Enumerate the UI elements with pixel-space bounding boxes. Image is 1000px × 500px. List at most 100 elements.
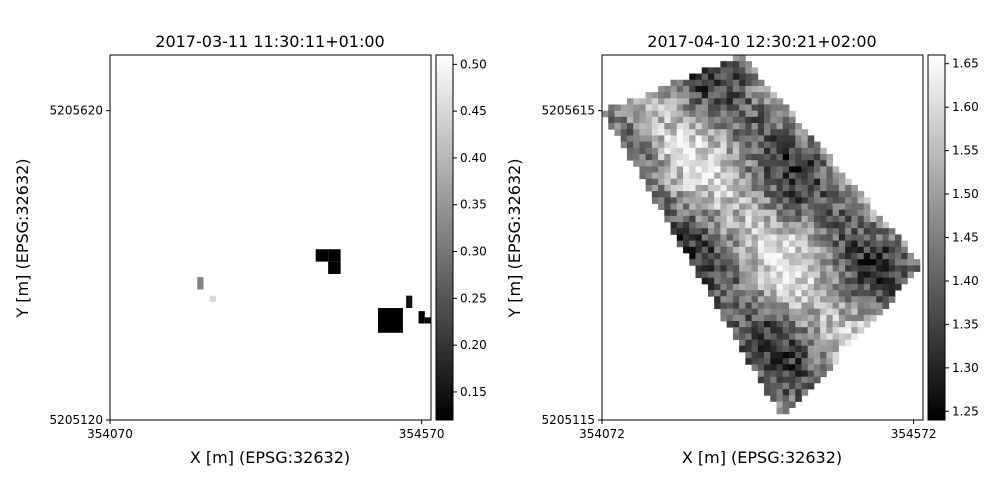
heatmap-cell bbox=[726, 277, 734, 285]
heatmap-cell bbox=[776, 376, 784, 384]
heatmap-cell bbox=[820, 358, 827, 365]
heatmap-cell bbox=[826, 314, 834, 322]
heatmap-cell bbox=[807, 178, 815, 186]
heatmap-cell bbox=[782, 308, 790, 316]
heatmap-cell bbox=[614, 116, 622, 124]
heatmap-cell bbox=[720, 153, 728, 161]
heatmap-cell bbox=[851, 184, 858, 192]
heatmap-cell bbox=[751, 110, 759, 118]
heatmap-cell bbox=[788, 308, 796, 316]
heatmap-cell bbox=[870, 240, 877, 248]
heatmap-cell bbox=[863, 222, 871, 229]
heatmap-cell bbox=[745, 61, 752, 68]
heatmap-cell bbox=[726, 296, 734, 303]
heatmap-cell bbox=[658, 203, 665, 211]
heatmap-cell bbox=[633, 135, 640, 143]
heatmap-cell bbox=[720, 67, 728, 74]
heatmap-cell bbox=[639, 116, 647, 124]
heatmap-cell bbox=[658, 129, 665, 136]
panel-1-frame bbox=[109, 54, 432, 421]
heatmap-cell bbox=[689, 129, 696, 136]
heatmap-cell bbox=[888, 228, 896, 235]
heatmap-cell bbox=[770, 314, 777, 322]
heatmap-cell bbox=[720, 197, 728, 204]
heatmap-cell bbox=[807, 191, 815, 198]
heatmap-cell bbox=[664, 85, 671, 93]
heatmap-cell bbox=[764, 259, 771, 266]
heatmap-cell bbox=[664, 166, 671, 173]
heatmap-cell bbox=[813, 153, 821, 161]
heatmap-cell bbox=[676, 141, 684, 149]
heatmap-cell bbox=[745, 234, 752, 241]
heatmap-cell bbox=[832, 314, 840, 322]
heatmap-cell bbox=[726, 160, 734, 167]
heatmap-cell bbox=[664, 184, 671, 192]
heatmap-cell bbox=[801, 141, 809, 149]
heatmap-cell bbox=[770, 302, 777, 310]
heatmap-cell bbox=[782, 104, 790, 112]
heatmap-cell bbox=[764, 265, 771, 272]
heatmap-cell bbox=[757, 135, 765, 143]
heatmap-cell bbox=[838, 290, 846, 297]
heatmap-cell bbox=[801, 166, 809, 173]
heatmap-cell bbox=[782, 172, 790, 180]
heatmap-cell bbox=[633, 116, 640, 124]
y-tick-label: 5205615 bbox=[542, 104, 595, 118]
heatmap-cell bbox=[845, 240, 852, 248]
heatmap-cell bbox=[658, 166, 665, 173]
heatmap-cell bbox=[813, 222, 821, 229]
heatmap-cell bbox=[695, 203, 703, 211]
heatmap-cell bbox=[328, 249, 341, 262]
heatmap-cell bbox=[751, 135, 759, 143]
heatmap-cell bbox=[863, 296, 871, 303]
heatmap-cell bbox=[209, 295, 216, 302]
heatmap-cell bbox=[720, 314, 728, 322]
heatmap-cell bbox=[801, 246, 809, 254]
heatmap-cell bbox=[676, 129, 684, 136]
heatmap-cell bbox=[832, 252, 840, 260]
heatmap-cell bbox=[876, 296, 883, 303]
heatmap-cell bbox=[670, 110, 678, 118]
heatmap-cell bbox=[701, 110, 709, 118]
heatmap-cell bbox=[801, 203, 809, 211]
heatmap-cell bbox=[770, 321, 777, 328]
heatmap-cell bbox=[689, 259, 696, 266]
heatmap-cell bbox=[876, 290, 883, 297]
heatmap-cell bbox=[639, 135, 647, 143]
heatmap-cell bbox=[845, 222, 852, 229]
heatmap-cell bbox=[701, 271, 709, 279]
heatmap-cell bbox=[801, 321, 809, 328]
heatmap-cell bbox=[689, 178, 696, 186]
heatmap-cell bbox=[695, 129, 703, 136]
heatmap-cell bbox=[820, 246, 827, 254]
heatmap-cell bbox=[701, 166, 709, 173]
heatmap-cell bbox=[870, 228, 877, 235]
heatmap-cell bbox=[651, 153, 659, 161]
heatmap-cell bbox=[801, 345, 809, 353]
heatmap-cell bbox=[695, 191, 703, 198]
heatmap-cell bbox=[826, 234, 834, 241]
heatmap-cell bbox=[776, 135, 784, 143]
heatmap-cell bbox=[782, 376, 790, 384]
heatmap-cell bbox=[670, 184, 678, 192]
heatmap-cell bbox=[751, 327, 759, 334]
heatmap-cell bbox=[670, 79, 678, 87]
panel-1-xlabel: X [m] (EPSG:32632) bbox=[190, 448, 350, 467]
heatmap-cell bbox=[720, 209, 728, 217]
heatmap-cell bbox=[626, 98, 634, 105]
heatmap-cell bbox=[813, 259, 821, 266]
heatmap-cell bbox=[739, 184, 746, 192]
heatmap-cell bbox=[876, 302, 883, 310]
heatmap-cell bbox=[689, 197, 696, 204]
heatmap-cell bbox=[676, 234, 684, 241]
heatmap-cell bbox=[695, 252, 703, 260]
heatmap-cell bbox=[832, 339, 840, 347]
heatmap-cell bbox=[807, 327, 815, 334]
heatmap-cell bbox=[757, 259, 765, 266]
heatmap-cell bbox=[608, 104, 615, 112]
heatmap-cell bbox=[701, 277, 709, 285]
heatmap-cell bbox=[820, 252, 827, 260]
heatmap-cell bbox=[832, 184, 840, 192]
heatmap-cell bbox=[813, 327, 821, 334]
heatmap-cell bbox=[782, 290, 790, 297]
